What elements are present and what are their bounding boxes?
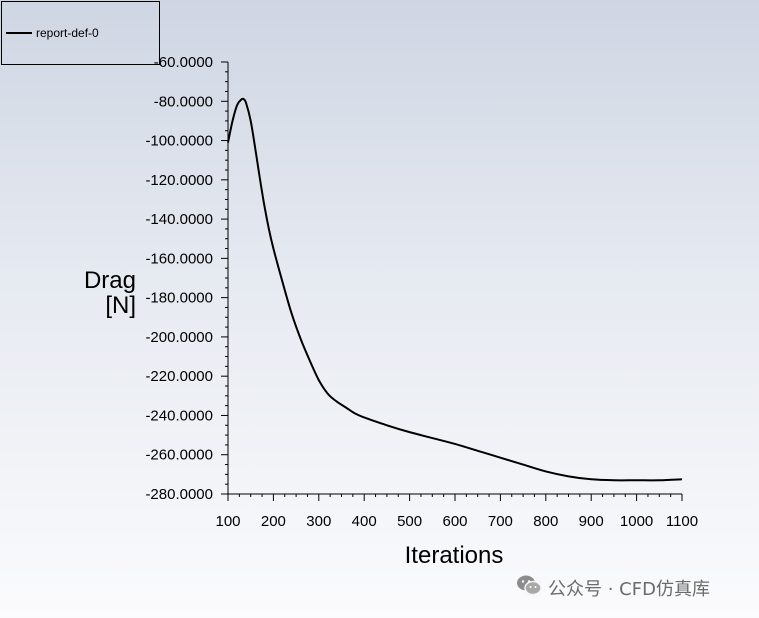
y-axis-title-line1: Drag [84, 267, 136, 294]
y-tick-label: -240.0000 [145, 407, 213, 424]
y-axis-title-line2: [N] [105, 292, 136, 319]
x-tick-label: 1000 [620, 513, 653, 530]
y-tick-label: -260.0000 [145, 447, 213, 464]
legend-label: report-def-0 [36, 26, 99, 40]
y-tick-label: -80.0000 [154, 93, 213, 110]
legend: report-def-0 [1, 1, 160, 65]
x-tick-label: 900 [579, 513, 604, 530]
y-tick-label: -60.0000 [154, 54, 213, 71]
y-tick-label: -100.0000 [145, 133, 213, 150]
x-tick-label: 100 [215, 513, 240, 530]
series-line-report-def-0 [227, 97, 683, 482]
x-tick-label: 500 [397, 513, 422, 530]
tick-labels: -60.0000 -80.0000 -100.0000 -120.0000 -140.0… [145, 54, 698, 530]
x-tick-label: 300 [306, 513, 331, 530]
y-tick-label: -160.0000 [145, 250, 213, 267]
y-tick-label: -280.0000 [145, 486, 213, 503]
x-tick-label: 400 [352, 513, 377, 530]
x-tick-label: 1100 [666, 513, 698, 530]
series-layer [227, 97, 683, 482]
watermark-text: 公众号 · CFD仿真库 [548, 578, 710, 600]
x-tick-label: 700 [488, 513, 513, 530]
y-tick-label: -120.0000 [145, 172, 213, 189]
y-tick-label: -200.0000 [145, 329, 213, 346]
x-axis-title: Iterations [405, 542, 504, 569]
x-tick-label: 200 [261, 513, 286, 530]
y-tick-label: -140.0000 [145, 211, 213, 228]
y-tick-label: -180.0000 [145, 290, 213, 307]
x-tick-label: 600 [442, 513, 467, 530]
y-tick-label: -220.0000 [145, 368, 213, 385]
wechat-icon [516, 574, 542, 601]
watermark: 公众号 · CFD仿真库 [516, 574, 710, 601]
axis-ticks [221, 61, 683, 501]
x-tick-label: 800 [533, 513, 558, 530]
legend-box [1, 1, 160, 65]
